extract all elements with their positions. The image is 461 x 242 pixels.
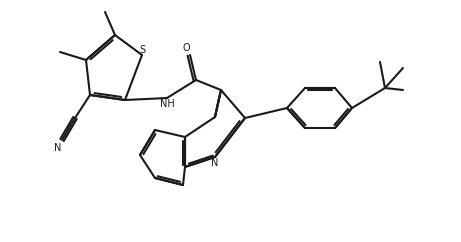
Text: O: O [182,43,190,53]
Text: S: S [139,45,145,55]
Text: NH: NH [160,99,174,109]
Text: N: N [211,158,219,168]
Text: N: N [54,143,62,153]
